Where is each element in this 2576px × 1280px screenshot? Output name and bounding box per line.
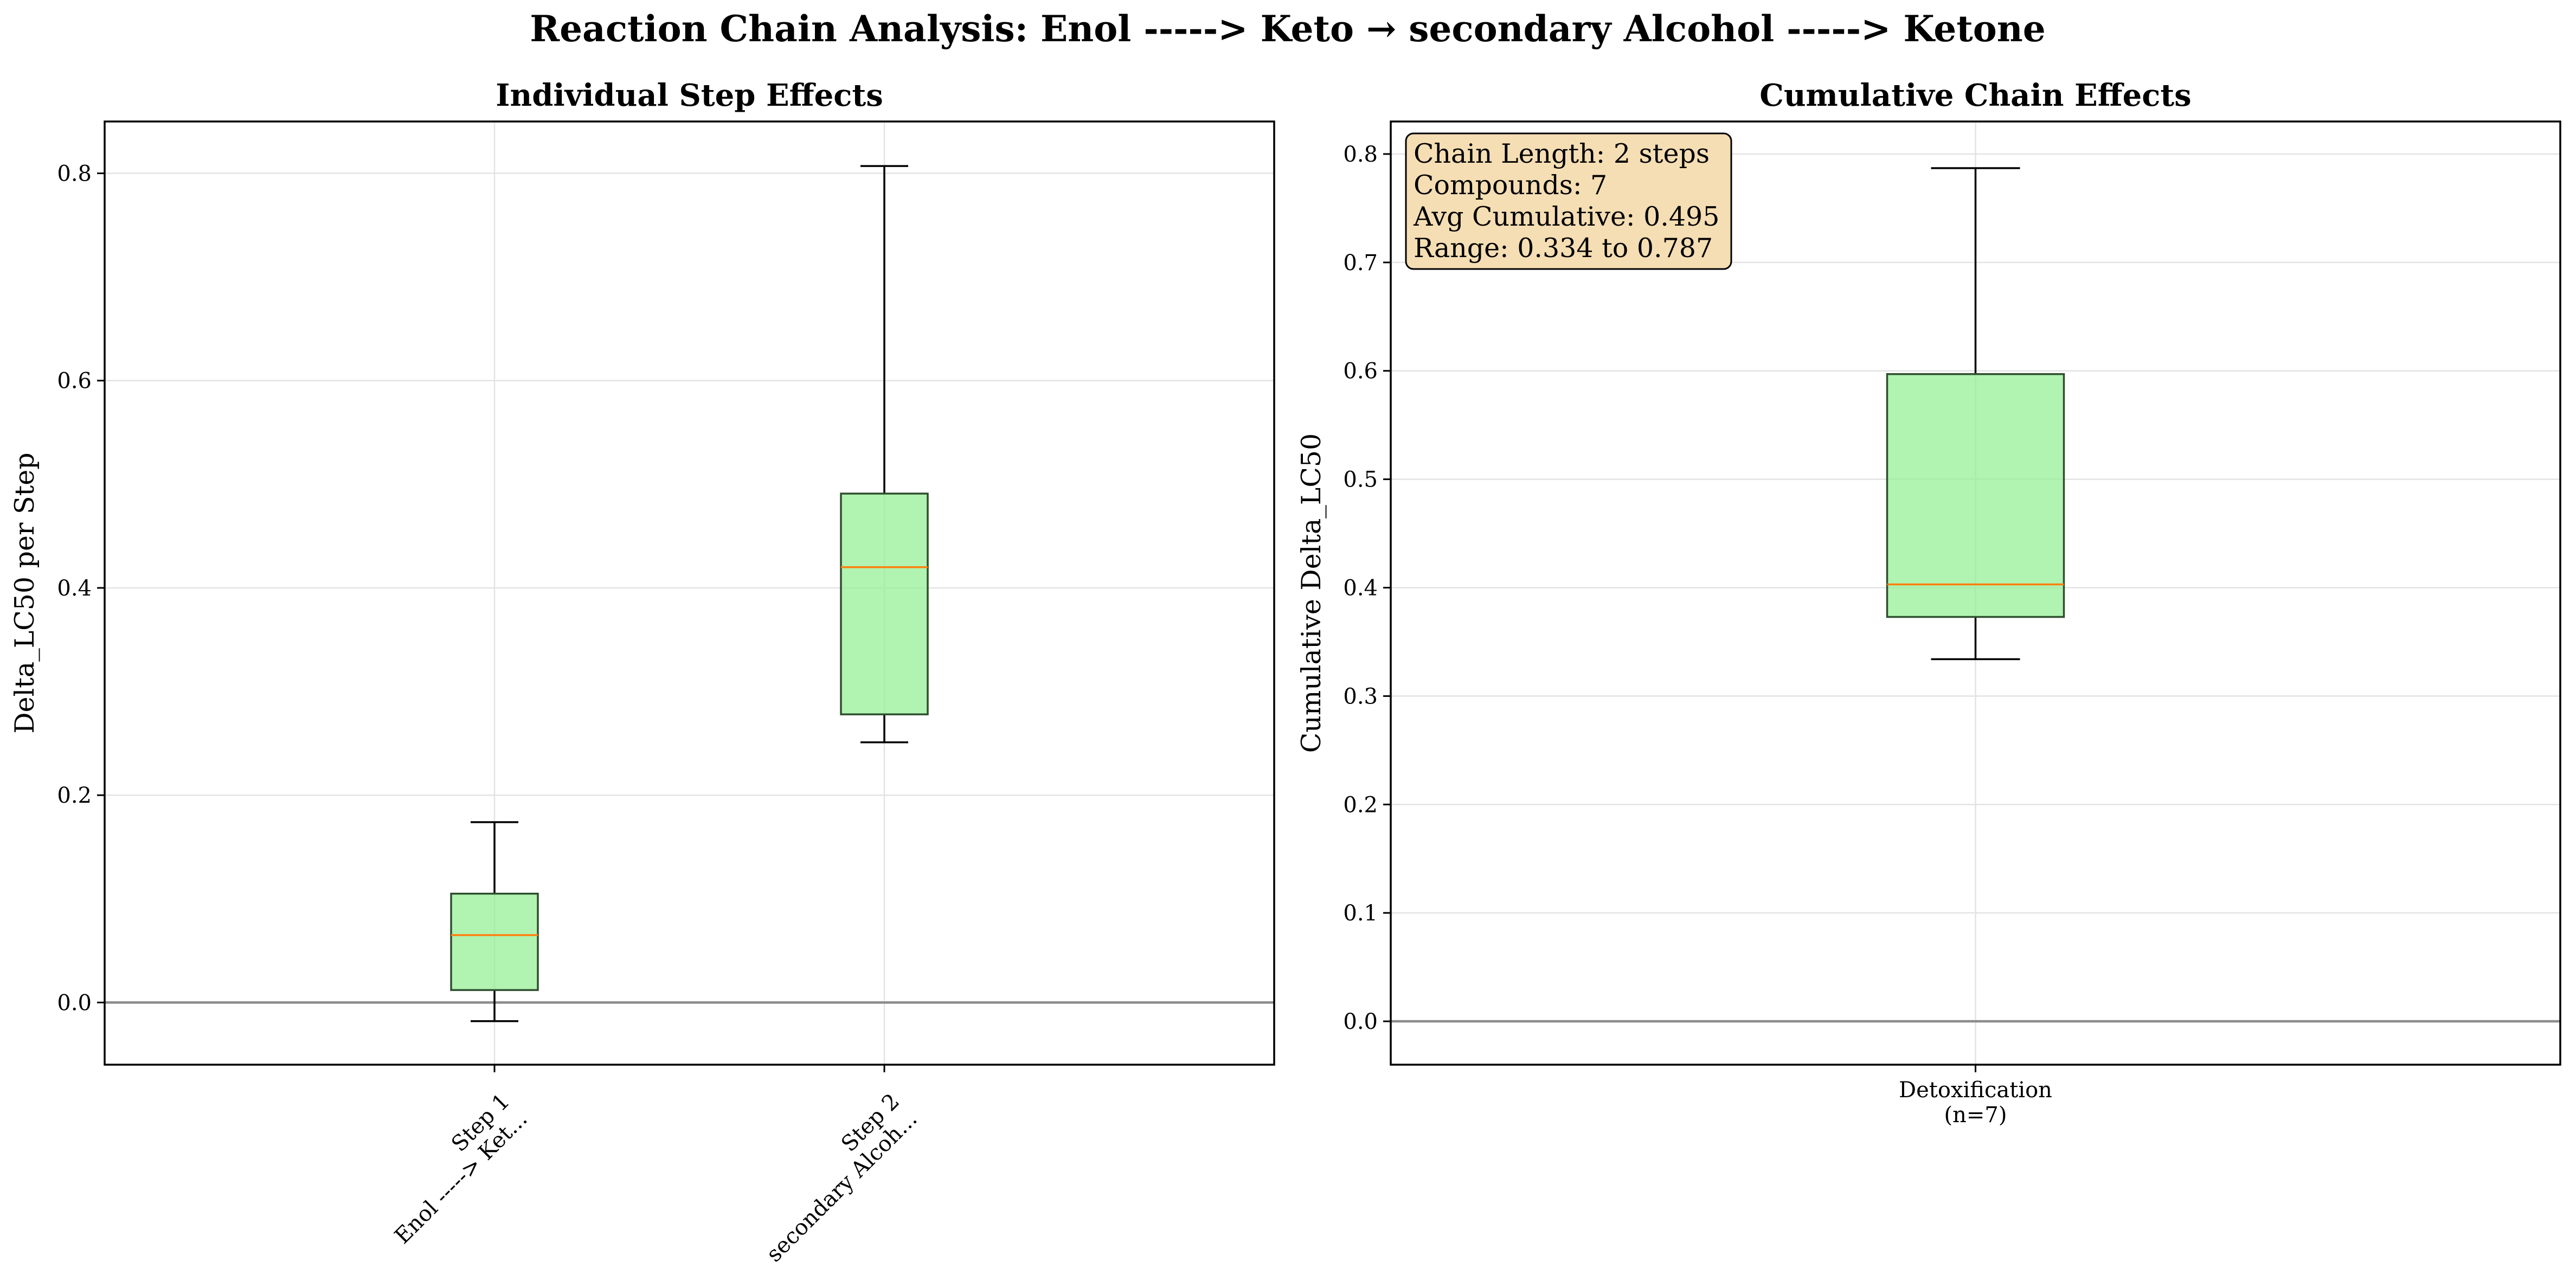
y-tick-label: 0.1 (1343, 901, 1378, 926)
box-iqr (840, 492, 929, 715)
annotation-line: Range: 0.334 to 0.787 (1414, 233, 1713, 264)
y-tick-label: 0.4 (1343, 576, 1378, 601)
x-tick-label: Step 2secondary Alcoh... (744, 1089, 922, 1267)
panel-cumulative-chain-effects: 0.0 0.1 0.2 0.3 0.4 0.5 0.6 0.7 0.8 Detoxificatio… (1296, 78, 2561, 1128)
x-tick-label: Detoxification (n=7) (1899, 1078, 2052, 1128)
panel-title: Cumulative Chain Effects (1759, 78, 2191, 113)
y-tick-label: 0.3 (1343, 684, 1378, 709)
box-plot-1 (450, 821, 539, 1022)
x-tick-label-line: secondary Alcoh... (762, 1106, 922, 1267)
y-axis-label: Cumulative Delta_LC50 (1296, 433, 1327, 753)
box-iqr (1886, 373, 2065, 618)
annotation-line: Compounds: 7 (1414, 170, 1607, 201)
y-tick-label: 0.6 (1343, 359, 1378, 384)
y-tick-label: 0.6 (57, 369, 92, 394)
annotation-background (1405, 132, 1732, 270)
figure-title: Reaction Chain Analysis: Enol -----> Ket… (530, 8, 2046, 50)
y-tick-label: 0.0 (57, 990, 92, 1015)
panel-title: Individual Step Effects (496, 78, 883, 113)
y-tick-label: 0.8 (57, 162, 92, 187)
x-tick-label-line: Detoxification (1899, 1078, 2052, 1103)
box-plot-2 (840, 165, 929, 744)
y-tick-label: 0.2 (57, 783, 92, 808)
y-tick-label: 0.5 (1343, 468, 1378, 492)
annotation-line: Avg Cumulative: 0.495 (1413, 201, 1719, 232)
y-axis-label: Delta_LC50 per Step (9, 452, 40, 733)
y-tick-label: 0.7 (1343, 251, 1378, 276)
axes-frame (104, 120, 1275, 1066)
y-tick-label: 0.4 (57, 576, 92, 601)
x-tick-label: Step 1Enol -----> Ket... (372, 1089, 532, 1249)
annotation-line: Chain Length: 2 steps (1414, 138, 1710, 169)
box-plot-1 (1886, 167, 2065, 661)
y-tick-label: 0.0 (1343, 1009, 1378, 1034)
y-tick-label: 0.2 (1343, 792, 1378, 817)
box-iqr (450, 892, 539, 991)
y-tick-label: 0.8 (1343, 142, 1378, 167)
x-tick-label-line: (n=7) (1944, 1103, 2007, 1128)
panel-individual-step-effects: 0.0 0.2 0.4 0.6 0.8 Step 1Enol -----> Ket... S… (9, 78, 1275, 1267)
